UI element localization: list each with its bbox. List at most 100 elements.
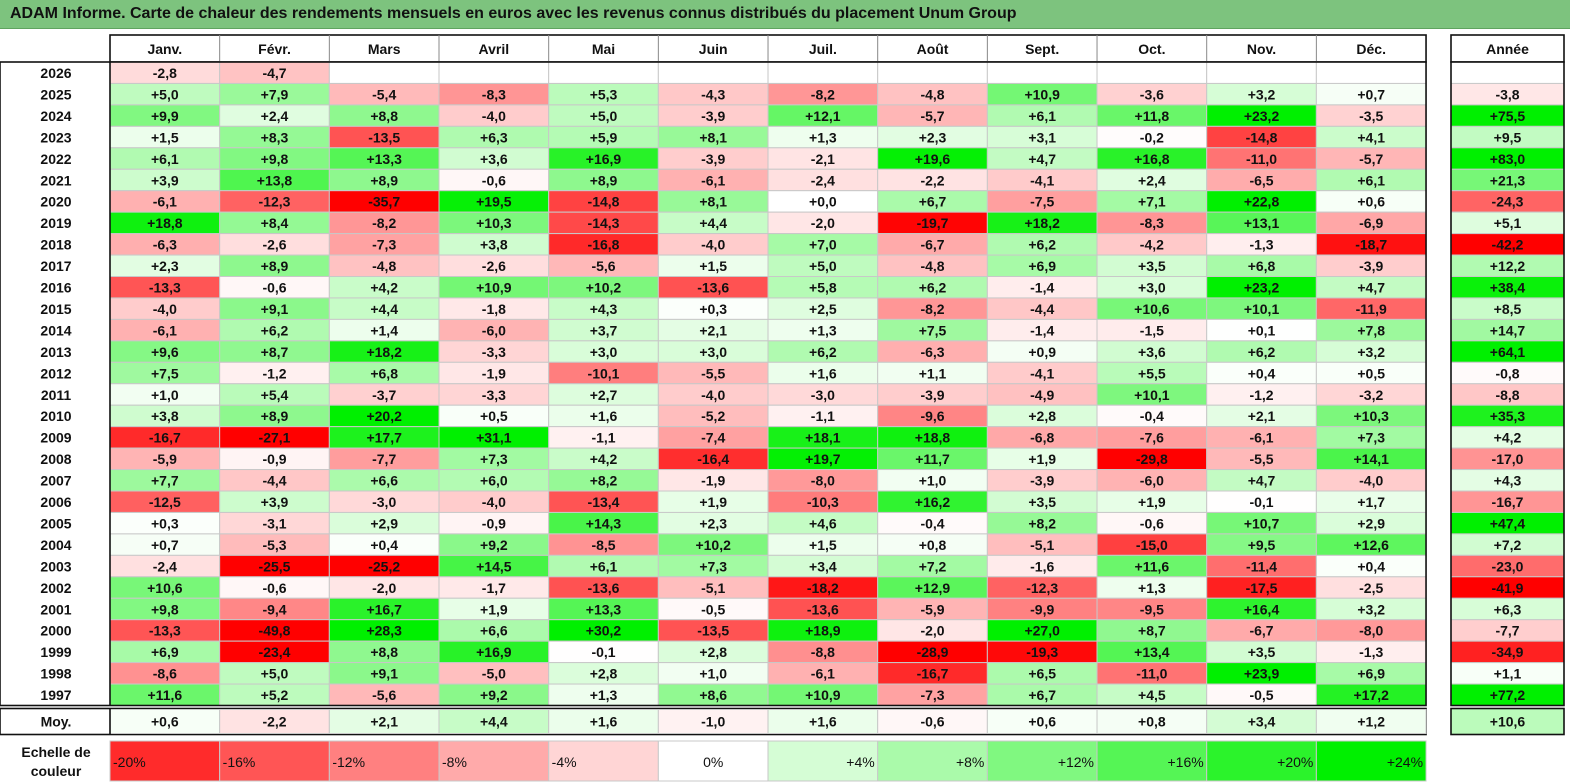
cell-value: +6,7 <box>919 194 947 210</box>
year-label: 2000 <box>40 623 71 639</box>
cell-value: -13,3 <box>149 623 181 639</box>
year-label: 2016 <box>40 280 71 296</box>
heatmap-cell <box>986 61 1098 84</box>
cell-value: -14,8 <box>1246 129 1278 145</box>
cell-value: +0,9 <box>1028 344 1056 360</box>
cell-value: +1,9 <box>480 601 508 617</box>
heatmap-cell <box>1315 61 1427 84</box>
heatmap-cell <box>548 61 659 84</box>
cell-value: +8,4 <box>261 215 289 231</box>
scale-label-value: -12% <box>332 754 365 770</box>
cell-value: +5,8 <box>809 280 837 296</box>
cell-value: +8,9 <box>261 258 289 274</box>
annual-cell <box>1450 61 1565 84</box>
cell-value: +0,3 <box>151 515 179 531</box>
cell-value: -13,6 <box>697 280 729 296</box>
average-value: +1,2 <box>1357 714 1385 730</box>
year-label: 2001 <box>40 601 71 617</box>
cell-value: +17,2 <box>1353 687 1389 703</box>
cell-value: +0,5 <box>480 408 508 424</box>
cell-value: +10,9 <box>1024 86 1060 102</box>
cell-value: -1,4 <box>1030 322 1054 338</box>
cell-value: -3,0 <box>372 494 396 510</box>
year-label: 2022 <box>40 151 71 167</box>
cell-value: -7,3 <box>372 237 396 253</box>
cell-value: -27,1 <box>259 430 291 446</box>
cell-value: +10,7 <box>1244 515 1280 531</box>
cell-value: +7,7 <box>151 473 179 489</box>
cell-value: -5,1 <box>701 580 725 596</box>
cell-value: -5,6 <box>591 258 615 274</box>
cell-value: +8,1 <box>699 194 727 210</box>
year-label: 2014 <box>40 322 71 338</box>
cell-value: -8,0 <box>811 473 835 489</box>
cell-value: -0,2 <box>1140 129 1164 145</box>
cell-value: +22,8 <box>1244 194 1280 210</box>
cell-value: -17,5 <box>1246 580 1278 596</box>
cell-value: -25,2 <box>368 558 400 574</box>
average-cell <box>1096 709 1208 734</box>
heatmap-cell <box>767 61 879 84</box>
cell-value: +13,8 <box>257 172 293 188</box>
year-label: 1999 <box>40 644 71 660</box>
cell-value: +5,0 <box>590 108 618 124</box>
cell-value: +3,6 <box>1138 344 1166 360</box>
cell-value: +2,9 <box>1357 515 1385 531</box>
cell-value: +6,6 <box>480 623 508 639</box>
cell-value: -0,6 <box>482 172 506 188</box>
cell-value: +8,8 <box>370 644 398 660</box>
cell-value: -5,9 <box>920 601 944 617</box>
year-label: 2011 <box>41 387 72 403</box>
cell-value: -28,9 <box>917 644 949 660</box>
cell-value: -2,6 <box>482 258 506 274</box>
cell-value: +1,1 <box>919 365 947 381</box>
cell-value: +1,3 <box>809 129 837 145</box>
cell-value: +7,2 <box>919 558 947 574</box>
cell-value: -6,3 <box>153 237 177 253</box>
annual-value: -7,7 <box>1495 623 1519 639</box>
scale-swatch <box>109 740 221 782</box>
month-header: Sept. <box>1025 41 1059 57</box>
year-label: 2024 <box>40 108 71 124</box>
cell-value: +14,1 <box>1353 451 1389 467</box>
average-value: +1,6 <box>809 714 837 730</box>
table-frame <box>0 61 1427 707</box>
cell-value: +6,9 <box>151 644 179 660</box>
cell-value: -6,1 <box>153 194 177 210</box>
cell-value: -2,4 <box>811 172 835 188</box>
cell-value: -2,6 <box>262 237 286 253</box>
cell-value: -5,9 <box>153 451 177 467</box>
cell-value: -4,8 <box>372 258 396 274</box>
cell-value: +0,4 <box>1357 558 1385 574</box>
cell-value: +11,7 <box>915 451 950 467</box>
cell-value: +4,4 <box>699 215 727 231</box>
cell-value: +0,5 <box>1357 365 1385 381</box>
month-header: Juil. <box>809 41 837 57</box>
heatmap-cell <box>438 61 550 84</box>
cell-value: +7,8 <box>1357 322 1385 338</box>
annual-value: +4,2 <box>1494 430 1522 446</box>
cell-value: -0,6 <box>262 580 286 596</box>
cell-value: -6,1 <box>811 666 835 682</box>
cell-value: +0,6 <box>1357 194 1385 210</box>
cell-value: -12,3 <box>1026 580 1058 596</box>
cell-value: +12,1 <box>805 108 841 124</box>
cell-value: -4,0 <box>701 237 725 253</box>
cell-value: +18,8 <box>915 430 951 446</box>
average-cell <box>1206 709 1317 734</box>
cell-value: +4,2 <box>590 451 618 467</box>
cell-value: +2,9 <box>370 515 398 531</box>
cell-value: +8,9 <box>590 172 618 188</box>
cell-value: +3,8 <box>151 408 179 424</box>
cell-value: +0,0 <box>809 194 837 210</box>
cell-value: +9,2 <box>480 537 508 553</box>
cell-value: +1,3 <box>809 322 837 338</box>
year-label: 2002 <box>40 580 71 596</box>
annual-value: +64,1 <box>1490 344 1526 360</box>
scale-label-value: -20% <box>113 754 146 770</box>
cell-value: +18,1 <box>805 430 841 446</box>
average-cell <box>657 709 769 734</box>
year-label: 2017 <box>40 258 71 274</box>
cell-value: -1,7 <box>482 580 506 596</box>
